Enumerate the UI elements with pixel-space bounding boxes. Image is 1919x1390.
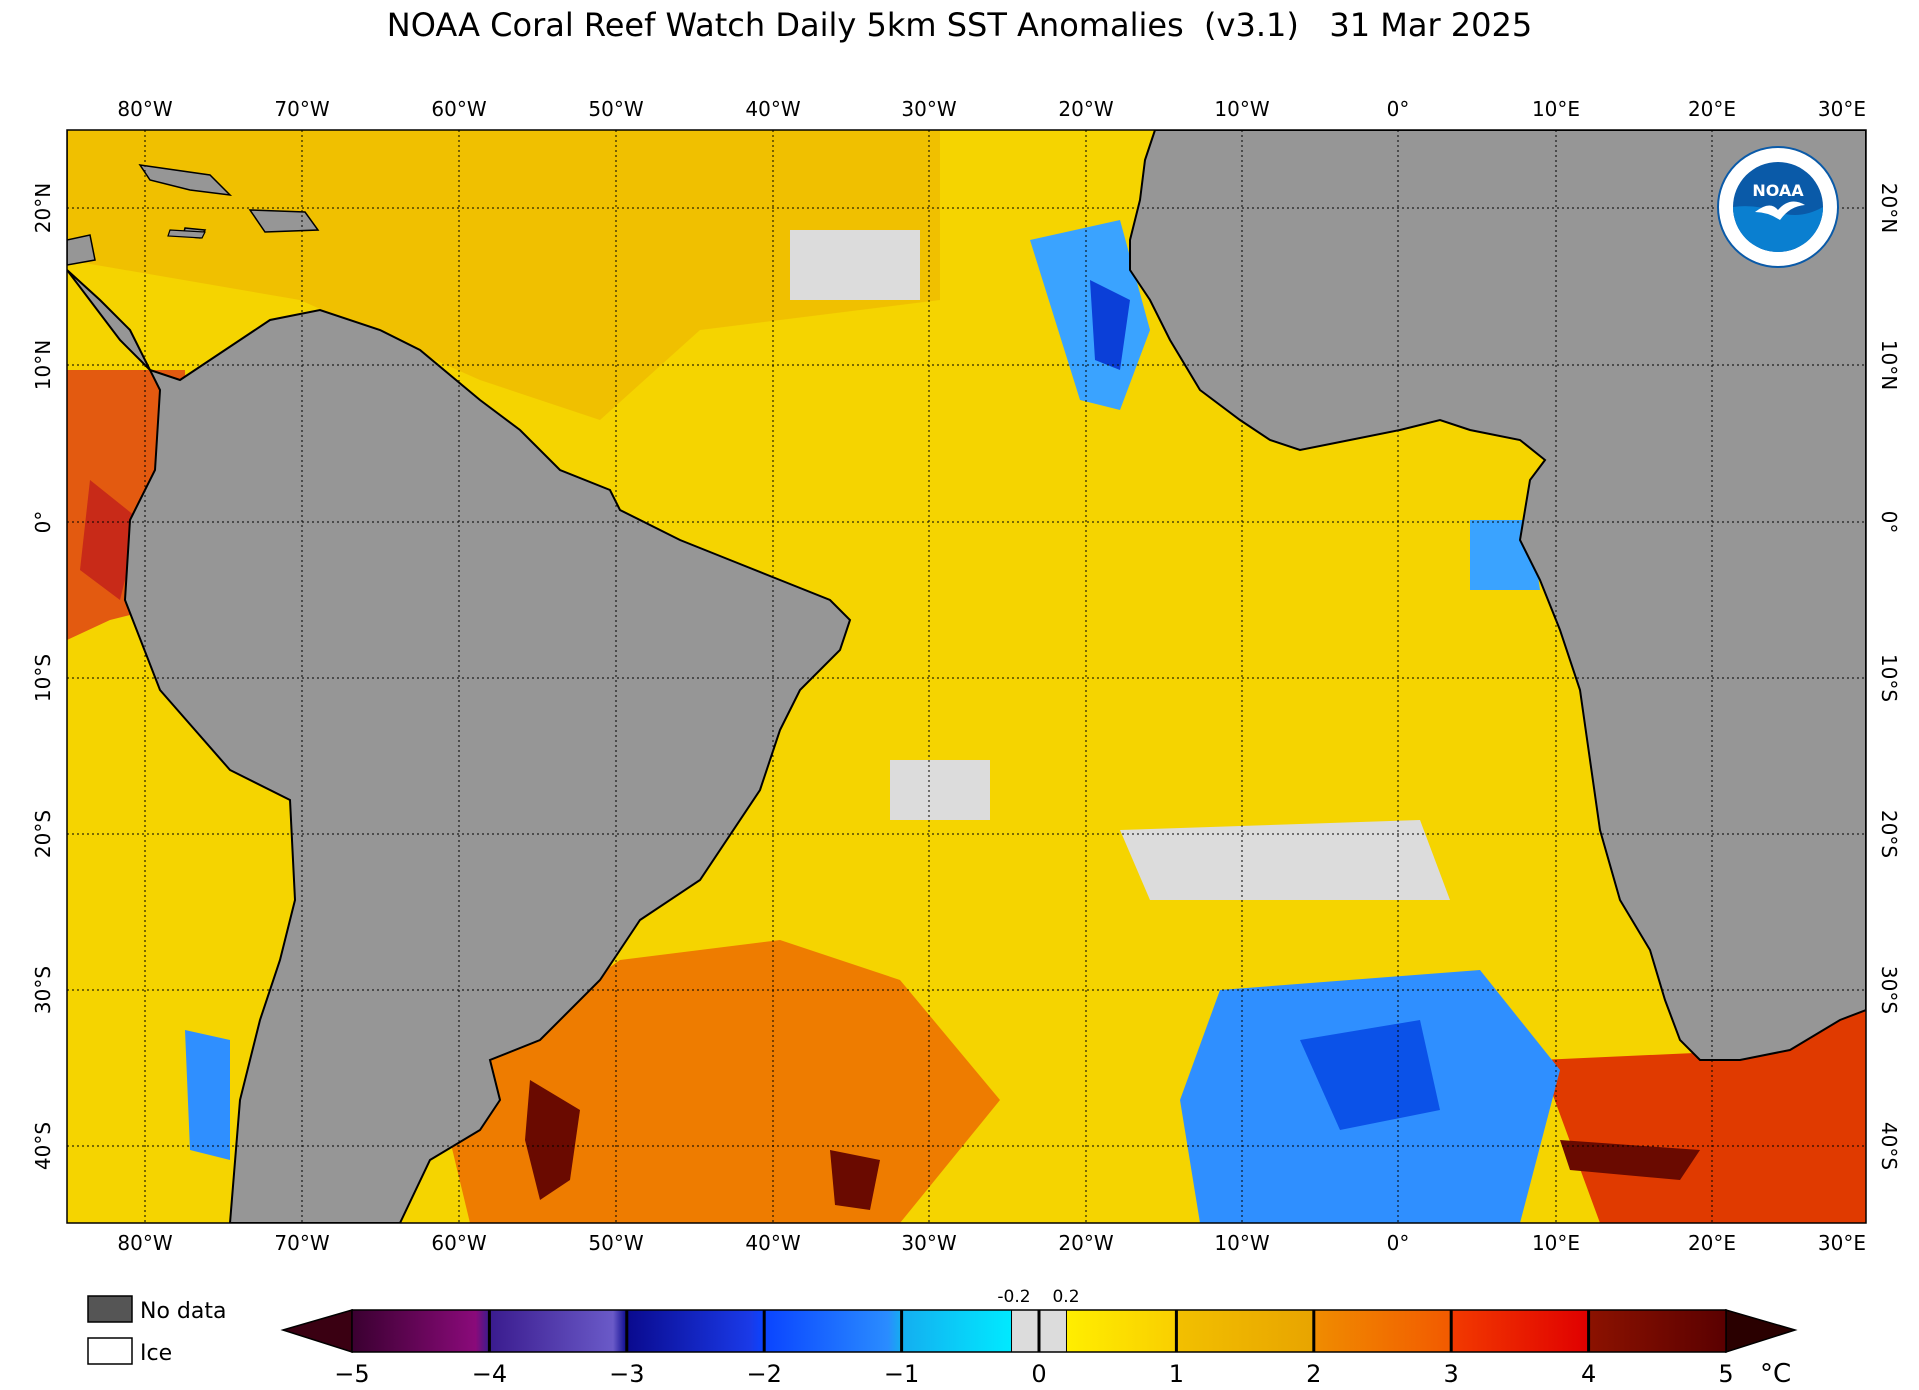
no-data-label: No data <box>140 1299 226 1324</box>
lon-label: 0° <box>1387 1231 1410 1255</box>
lon-label: 50°W <box>588 97 643 121</box>
lon-label: 20°E <box>1688 1231 1736 1255</box>
south-atlantic-cold-patch <box>1300 1020 1440 1130</box>
colorbar-tick-label: 4 <box>1581 1360 1596 1388</box>
hispaniola-island <box>248 209 320 233</box>
colorbar-tick-label: −1 <box>884 1360 919 1388</box>
lon-label: 30°E <box>1818 1231 1866 1255</box>
lat-label: 10°N <box>1877 340 1901 390</box>
lon-label: 30°W <box>901 97 956 121</box>
lon-label: 20°W <box>1058 97 1113 121</box>
noaa-logo-text: NOAA <box>1752 181 1804 200</box>
colorbar-inner-tick: -0.2 <box>997 1287 1030 1307</box>
lon-label: 20°E <box>1688 97 1736 121</box>
lon-label: 50°W <box>588 1231 643 1255</box>
agulhas-hotspot <box>1560 1140 1700 1180</box>
graticule <box>67 130 1866 1223</box>
lon-label: 0° <box>1387 97 1410 121</box>
colorbar-tick-label: −2 <box>747 1360 782 1388</box>
colorbar-tick-label: 1 <box>1169 1360 1184 1388</box>
map-frame <box>66 129 1867 1224</box>
colorbar-tick-label: 5 <box>1718 1360 1733 1388</box>
lon-label: 60°W <box>431 1231 486 1255</box>
colorbar-tick-label: 2 <box>1306 1360 1321 1388</box>
lat-label: 20°S <box>31 810 55 858</box>
lat-label: 30°S <box>31 966 55 1014</box>
west-africa-cold-patch <box>1090 280 1130 370</box>
lat-label: 0° <box>31 511 55 534</box>
lon-label: 30°W <box>901 1231 956 1255</box>
noaa-logo-icon: NOAA <box>1717 146 1839 268</box>
lon-label: 70°W <box>274 97 329 121</box>
lat-label: 10°S <box>31 654 55 702</box>
legend: No data Ice <box>87 1295 226 1366</box>
lon-label: 40°W <box>745 1231 800 1255</box>
central-america-landmass <box>67 130 96 266</box>
lon-label: 10°W <box>1214 1231 1269 1255</box>
colorbar-inner-tick: 0.2 <box>1052 1287 1079 1307</box>
lat-label: 40°S <box>1877 1122 1901 1170</box>
lon-label: 80°W <box>117 1231 172 1255</box>
left-latitude-labels: 20°N 10°N 0° 10°S 20°S 30°S 40°S <box>31 183 55 1170</box>
colorbar: −5 −4 −3 −2 −1 0 1 2 3 4 5 -0.2 0.2 °C <box>280 1287 1798 1389</box>
colorbar-tick-label: −5 <box>334 1360 369 1388</box>
cuba-island <box>138 164 233 197</box>
lon-label: 80°W <box>117 97 172 121</box>
lat-label: 30°S <box>1877 966 1901 1014</box>
colorbar-tick-label: −3 <box>609 1360 644 1388</box>
caribbean-warm-region <box>67 130 940 420</box>
map-title: NOAA Coral Reef Watch Daily 5km SST Anom… <box>386 6 1533 44</box>
lat-label: 10°N <box>31 340 55 390</box>
bottom-longitude-labels: 80°W 70°W 60°W 50°W 40°W 30°W 20°W 10°W … <box>117 1231 1866 1255</box>
colorbar-unit: °C <box>1760 1359 1791 1389</box>
lon-label: 60°W <box>431 97 486 121</box>
lat-label: 10°S <box>1877 654 1901 702</box>
neutral-patch-south <box>1120 820 1450 900</box>
lon-label: 70°W <box>274 1231 329 1255</box>
top-longitude-labels: 80°W 70°W 60°W 50°W 40°W 30°W 20°W 10°W … <box>117 97 1866 121</box>
lat-label: 0° <box>1877 511 1901 534</box>
africa-landmass <box>1129 130 1866 1061</box>
chile-cool-patch <box>185 1030 230 1160</box>
lon-label: 10°W <box>1214 97 1269 121</box>
no-data-swatch <box>87 1295 133 1323</box>
lon-label: 40°W <box>745 97 800 121</box>
right-latitude-labels: 20°N 10°N 0° 10°S 20°S 30°S 40°S <box>1877 183 1901 1170</box>
lon-label: 10°E <box>1532 1231 1580 1255</box>
ice-swatch <box>87 1337 133 1365</box>
south-atlantic-hotspot <box>830 1150 880 1210</box>
lat-label: 20°N <box>1877 183 1901 233</box>
colorbar-tick-labels: −5 −4 −3 −2 −1 0 1 2 3 4 5 <box>334 1360 1733 1388</box>
ice-label: Ice <box>140 1341 172 1366</box>
colorbar-tick-label: 3 <box>1444 1360 1459 1388</box>
lon-label: 20°W <box>1058 1231 1113 1255</box>
colorbar-tick-label: 0 <box>1031 1360 1046 1388</box>
lat-label: 20°N <box>31 183 55 233</box>
lon-label: 30°E <box>1818 97 1866 121</box>
colorbar-tick-lines <box>487 1310 1591 1352</box>
colorbar-low-arrow <box>280 1309 353 1354</box>
brazil-malvinas-hotspot <box>525 1080 580 1200</box>
map-area <box>67 130 1866 1223</box>
neutral-patch-north <box>790 230 920 300</box>
caribbean-islands <box>167 229 206 239</box>
south-atlantic-hot-region <box>450 940 1000 1223</box>
colorbar-tick-label: −4 <box>472 1360 507 1388</box>
lon-label: 10°E <box>1532 97 1580 121</box>
lat-label: 40°S <box>31 1122 55 1170</box>
eastern-pacific-very-hot-region <box>80 480 140 600</box>
colorbar-high-arrow <box>1725 1309 1798 1354</box>
lat-label: 20°S <box>1877 810 1901 858</box>
neutral-patch-central <box>890 760 990 820</box>
